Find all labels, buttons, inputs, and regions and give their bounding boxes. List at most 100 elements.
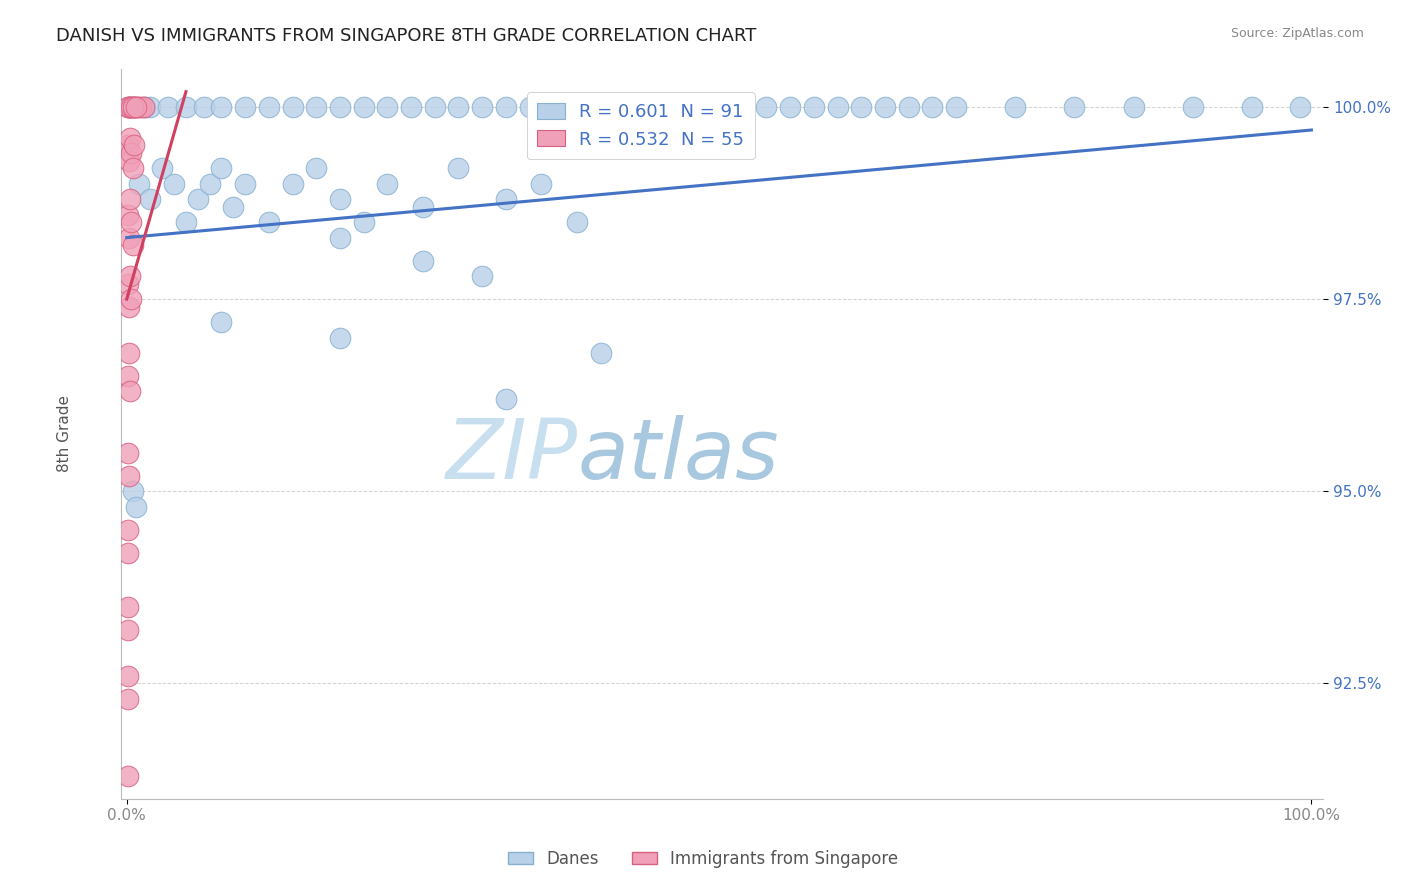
Point [117, 546, 139, 560]
Point [117, 369, 139, 384]
Point [139, 192, 162, 206]
Point [233, 177, 256, 191]
Point [120, 192, 142, 206]
Point [353, 215, 375, 229]
Point [187, 192, 209, 206]
Point [1004, 100, 1026, 114]
Point [565, 100, 588, 114]
Point [117, 623, 139, 637]
Point [779, 100, 801, 114]
Point [134, 100, 156, 114]
Point [613, 100, 636, 114]
Y-axis label: 8th Grade: 8th Grade [58, 395, 72, 472]
Point [120, 146, 142, 161]
Point [1288, 100, 1310, 114]
Point [117, 208, 139, 222]
Point [157, 100, 180, 114]
Point [399, 100, 422, 114]
Point [447, 161, 470, 176]
Point [827, 100, 849, 114]
Point [211, 315, 233, 329]
Point [118, 153, 141, 168]
Point [222, 200, 245, 214]
Point [281, 100, 304, 114]
Point [118, 469, 141, 483]
Text: ZIP: ZIP [446, 415, 578, 496]
Point [125, 100, 148, 114]
Point [117, 100, 139, 114]
Point [134, 100, 156, 114]
Point [423, 100, 446, 114]
Point [707, 100, 730, 114]
Point [1122, 100, 1144, 114]
Point [495, 392, 517, 406]
Point [120, 384, 142, 399]
Point [174, 100, 197, 114]
Point [198, 177, 221, 191]
Point [519, 100, 541, 114]
Point [117, 669, 139, 683]
Point [120, 130, 142, 145]
Point [471, 268, 494, 283]
Point [731, 100, 754, 114]
Point [117, 599, 139, 614]
Point [447, 100, 470, 114]
Point [121, 238, 143, 252]
Point [257, 215, 280, 229]
Point [120, 100, 142, 114]
Point [353, 100, 375, 114]
Point [139, 100, 162, 114]
Point [118, 346, 141, 360]
Point [921, 100, 943, 114]
Point [873, 100, 896, 114]
Point [127, 100, 149, 114]
Legend: R = 0.601  N = 91, R = 0.532  N = 55: R = 0.601 N = 91, R = 0.532 N = 55 [527, 92, 755, 160]
Point [211, 100, 233, 114]
Point [329, 230, 352, 244]
Point [174, 215, 197, 229]
Point [375, 177, 398, 191]
Point [803, 100, 825, 114]
Point [945, 100, 967, 114]
Point [589, 346, 612, 360]
Point [117, 446, 139, 460]
Point [124, 100, 146, 114]
Point [305, 100, 328, 114]
Point [129, 100, 152, 114]
Point [117, 691, 139, 706]
Point [121, 484, 143, 499]
Point [281, 177, 304, 191]
Point [495, 192, 517, 206]
Point [471, 100, 494, 114]
Point [121, 100, 143, 114]
Point [233, 100, 256, 114]
Text: atlas: atlas [578, 415, 779, 496]
Point [128, 100, 150, 114]
Point [329, 330, 352, 344]
Point [495, 100, 517, 114]
Point [851, 100, 873, 114]
Point [117, 100, 139, 114]
Point [117, 138, 139, 153]
Point [193, 100, 215, 114]
Point [257, 100, 280, 114]
Point [150, 161, 173, 176]
Text: DANISH VS IMMIGRANTS FROM SINGAPORE 8TH GRADE CORRELATION CHART: DANISH VS IMMIGRANTS FROM SINGAPORE 8TH … [56, 27, 756, 45]
Point [120, 215, 142, 229]
Point [120, 100, 142, 114]
Point [530, 177, 553, 191]
Point [755, 100, 778, 114]
Point [1241, 100, 1264, 114]
Point [897, 100, 920, 114]
Point [1063, 100, 1085, 114]
Point [124, 100, 146, 114]
Point [120, 292, 142, 306]
Point [117, 523, 139, 537]
Point [412, 200, 434, 214]
Point [125, 500, 148, 514]
Point [541, 100, 564, 114]
Point [661, 100, 683, 114]
Point [565, 215, 588, 229]
Point [120, 100, 142, 114]
Legend: Danes, Immigrants from Singapore: Danes, Immigrants from Singapore [501, 844, 905, 875]
